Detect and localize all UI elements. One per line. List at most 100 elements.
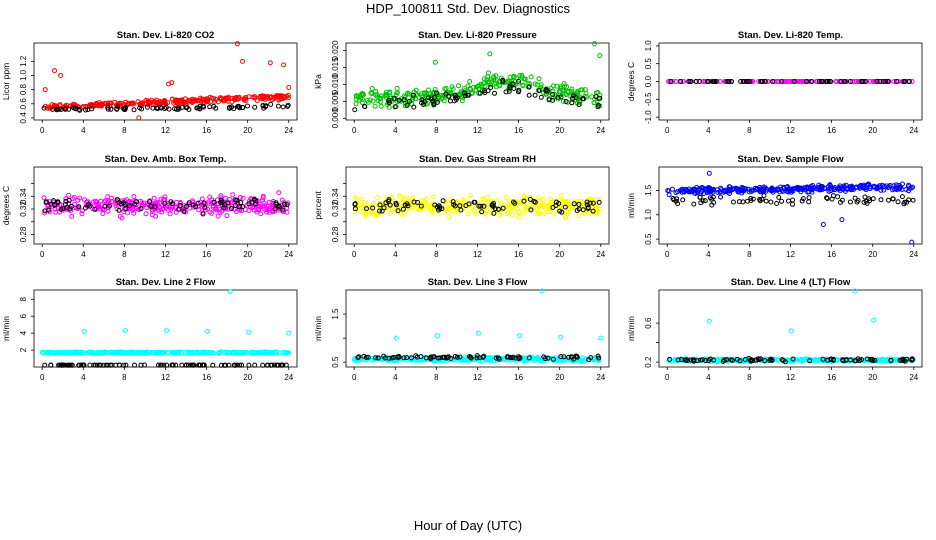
data-point	[886, 358, 892, 364]
data-point	[447, 214, 453, 220]
data-point	[569, 88, 575, 94]
data-point	[538, 94, 544, 100]
x-tick-label: 24	[284, 126, 293, 135]
y-tick-label: 0.8	[19, 84, 28, 96]
data-point	[109, 195, 114, 201]
data-point	[908, 185, 914, 191]
data-point	[838, 79, 844, 84]
data-point	[158, 362, 164, 368]
data-point	[439, 96, 445, 102]
data-point	[267, 60, 273, 66]
data-point	[207, 209, 213, 215]
y-tick-label: 0.020	[331, 40, 340, 61]
x-tick-label: 16	[827, 373, 836, 382]
data-point	[392, 104, 398, 110]
data-point	[255, 350, 261, 356]
data-point	[118, 201, 124, 207]
data-point	[211, 96, 217, 102]
data-point	[450, 86, 456, 92]
data-point	[169, 96, 175, 102]
y-axis-label: ml/min	[313, 316, 323, 341]
data-point	[429, 202, 435, 208]
data-point	[848, 184, 854, 190]
data-point	[179, 362, 185, 368]
x-tick-label: 16	[202, 250, 211, 259]
x-tick-label: 24	[284, 250, 293, 259]
data-point	[828, 79, 834, 84]
data-point	[534, 206, 540, 212]
data-point	[903, 187, 909, 192]
series-primary	[666, 79, 915, 84]
data-point	[391, 95, 397, 101]
data-point	[500, 205, 506, 211]
data-point	[142, 350, 148, 356]
data-point	[503, 194, 509, 200]
data-point	[400, 206, 406, 212]
data-point	[560, 98, 566, 104]
x-tick-label: 4	[81, 250, 86, 259]
data-point	[285, 102, 291, 108]
data-point	[361, 353, 367, 359]
data-point	[418, 354, 424, 360]
data-point	[197, 106, 203, 112]
data-point	[743, 79, 749, 84]
data-point	[597, 95, 603, 101]
data-point	[784, 189, 790, 194]
data-point	[274, 349, 280, 355]
data-point	[199, 204, 205, 210]
plot-frame	[658, 289, 923, 368]
data-point	[160, 350, 166, 356]
data-point	[688, 357, 694, 363]
data-point	[680, 197, 686, 203]
data-point	[561, 354, 567, 360]
data-point	[375, 98, 381, 104]
data-point	[462, 85, 468, 91]
data-point	[563, 99, 569, 104]
data-point	[474, 84, 479, 90]
data-point	[241, 96, 247, 102]
data-point	[709, 202, 715, 208]
data-point	[681, 79, 687, 84]
data-point	[145, 99, 151, 105]
data-point	[281, 93, 287, 99]
data-point	[384, 204, 390, 210]
data-point	[175, 106, 181, 112]
data-point	[260, 197, 265, 203]
data-point	[682, 357, 688, 363]
data-point	[809, 187, 815, 193]
data-point	[409, 355, 414, 361]
data-point	[393, 335, 399, 341]
data-point	[391, 355, 397, 360]
data-point	[721, 357, 727, 363]
data-point	[276, 190, 282, 196]
data-point	[473, 87, 479, 93]
data-point	[519, 72, 525, 78]
data-point	[711, 79, 717, 84]
x-tick-label: 24	[909, 373, 918, 382]
data-point	[508, 206, 514, 212]
x-axis-label: Hour of Day (UTC)	[413, 518, 523, 533]
data-point	[96, 362, 102, 368]
data-point	[105, 208, 111, 214]
y-tick-label: 0.28	[331, 226, 340, 242]
data-point	[482, 197, 487, 203]
data-point	[545, 355, 551, 361]
data-point	[231, 106, 237, 112]
x-tick-label: 12	[473, 373, 482, 382]
y-axis-label: percent	[313, 191, 323, 220]
data-point	[478, 203, 484, 209]
plot-frame	[345, 42, 610, 121]
x-tick-label: 8	[434, 126, 439, 135]
data-point	[69, 213, 75, 219]
data-point	[122, 328, 128, 334]
data-point	[252, 362, 258, 368]
data-point	[704, 79, 710, 84]
data-point	[62, 349, 68, 355]
data-point	[688, 79, 694, 84]
data-point	[147, 199, 152, 205]
data-point	[173, 350, 179, 356]
data-point	[246, 362, 252, 368]
data-point	[500, 77, 506, 83]
data-point	[590, 208, 596, 214]
chart-title: Stan. Dev. Sample Flow	[738, 154, 845, 165]
